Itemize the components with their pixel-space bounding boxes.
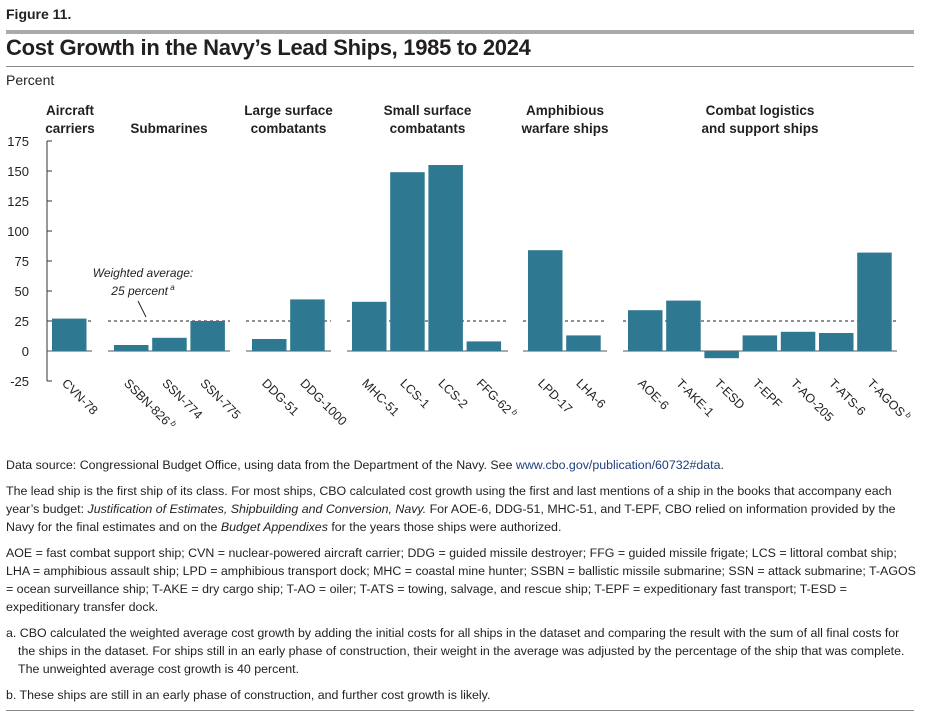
x-tick-label: T-AGOS b xyxy=(864,376,913,425)
bar-mhc-51 xyxy=(352,301,387,351)
bar-ddg-1000 xyxy=(290,299,325,351)
bar-lpd-17 xyxy=(528,250,563,351)
y-tick-label: 75 xyxy=(15,254,29,269)
note-text: For AOE-6, DDG-51, MHC-51, and T-EPF, CB… xyxy=(6,502,896,534)
x-tick-label: T-AKE-1 xyxy=(673,376,716,419)
x-tick-label: LCS-2 xyxy=(436,376,471,411)
y-tick-label: 175 xyxy=(7,134,29,149)
bar-t-agos xyxy=(857,252,892,351)
bar-t-epf xyxy=(742,335,778,351)
source-link[interactable]: www.cbo.gov/publication/60732#data xyxy=(515,458,721,472)
bar-ssn-774 xyxy=(152,337,187,351)
data-source: Data source: Congressional Budget Office… xyxy=(6,456,916,474)
footnote-a: a. CBO calculated the weighted average c… xyxy=(6,626,905,676)
y-tick-label: 150 xyxy=(7,164,29,179)
note-italic: Budget Appendixes xyxy=(220,520,328,534)
y-tick-label: 50 xyxy=(15,284,29,299)
group-label: Amphibious xyxy=(526,103,604,118)
top-rule xyxy=(6,30,914,34)
bar-ssbn-826 xyxy=(114,345,149,351)
reference-label: Weighted average: xyxy=(93,266,194,280)
footnote-b: b. These ships are still in an early pha… xyxy=(6,688,491,702)
group-label: combatants xyxy=(390,121,466,136)
y-tick-label: 100 xyxy=(7,224,29,239)
bar-ddg-51 xyxy=(252,339,287,351)
group-label: carriers xyxy=(45,121,95,136)
group-label: Combat logistics xyxy=(706,103,815,118)
y-tick-label: -25 xyxy=(10,374,29,389)
reference-leader-line xyxy=(137,300,147,318)
group-label: combatants xyxy=(251,121,327,136)
footnote-marker: b xyxy=(167,417,178,428)
x-tick-label: DDG-1000 xyxy=(297,376,349,428)
figure-label: Figure 11. xyxy=(6,6,72,22)
bar-lcs-2 xyxy=(428,165,463,351)
bar-t-ake-1 xyxy=(666,300,701,351)
bar-t-esd xyxy=(704,351,739,359)
source-suffix: . xyxy=(720,458,724,472)
chart-title: Cost Growth in the Navy’s Lead Ships, 19… xyxy=(6,35,531,60)
footnote-marker: b xyxy=(902,409,913,420)
group-label: Aircraft xyxy=(46,103,95,118)
note-italic: Justification of Estimates, Shipbuilding… xyxy=(87,502,427,516)
methodology-note: The lead ship is the first ship of its c… xyxy=(6,482,916,536)
title-rule xyxy=(6,66,914,67)
bottom-rule xyxy=(6,710,914,711)
footnote-marker: a xyxy=(168,283,175,292)
bar-lcs-1 xyxy=(390,172,425,351)
x-tick-label: MHC-51 xyxy=(359,376,402,419)
bar-t-ats-6 xyxy=(819,333,854,351)
group-label: and support ships xyxy=(701,121,818,136)
note-text: The lead ship is the first ship of its c… xyxy=(6,484,892,516)
bar-aoe-6 xyxy=(628,310,663,351)
group-label: warfare ships xyxy=(520,121,608,136)
bar-chart: 175 150 125 100 75 50 25 0 -25 Aircraft carriers CV… xyxy=(7,103,913,433)
x-tick-label: LHA-6 xyxy=(573,376,608,411)
x-tick-label: DDG-51 xyxy=(259,376,301,418)
x-tick-label: FFG-62 b xyxy=(474,376,520,422)
source-text: Data source: Congressional Budget Office… xyxy=(6,458,516,472)
x-tick-label: SSN-775 xyxy=(198,376,244,422)
x-tick-label: LPD-17 xyxy=(535,376,575,416)
bar-cvn-78 xyxy=(52,318,87,351)
note-text: for the years those ships were authorize… xyxy=(327,520,562,534)
notes: Data source: Congressional Budget Office… xyxy=(6,456,916,712)
bar-ssn-775 xyxy=(190,321,225,351)
bar-t-ao-205 xyxy=(780,331,816,351)
y-tick-label: 25 xyxy=(15,314,29,329)
footnote-marker: b xyxy=(508,406,519,417)
x-tick-label: AOE-6 xyxy=(635,376,671,412)
x-tick-label: CVN-78 xyxy=(59,376,100,417)
x-tick-label: T-EPF xyxy=(750,376,785,411)
x-tick-label: T-ESD xyxy=(712,376,748,412)
x-tick-label: LCS-1 xyxy=(397,376,432,411)
group-label: Small surface xyxy=(384,103,472,118)
y-tick-label: 125 xyxy=(7,194,29,209)
group-label: Submarines xyxy=(130,121,207,136)
group-label: Large surface xyxy=(244,103,333,118)
abbreviations: AOE = fast combat support ship; CVN = nu… xyxy=(6,546,916,614)
reference-label: 25 percent a xyxy=(110,283,175,298)
unit-label: Percent xyxy=(6,72,55,88)
bar-ffg-62 xyxy=(466,341,502,351)
y-tick-label: 0 xyxy=(22,344,29,359)
bar-lha-6 xyxy=(566,335,601,351)
